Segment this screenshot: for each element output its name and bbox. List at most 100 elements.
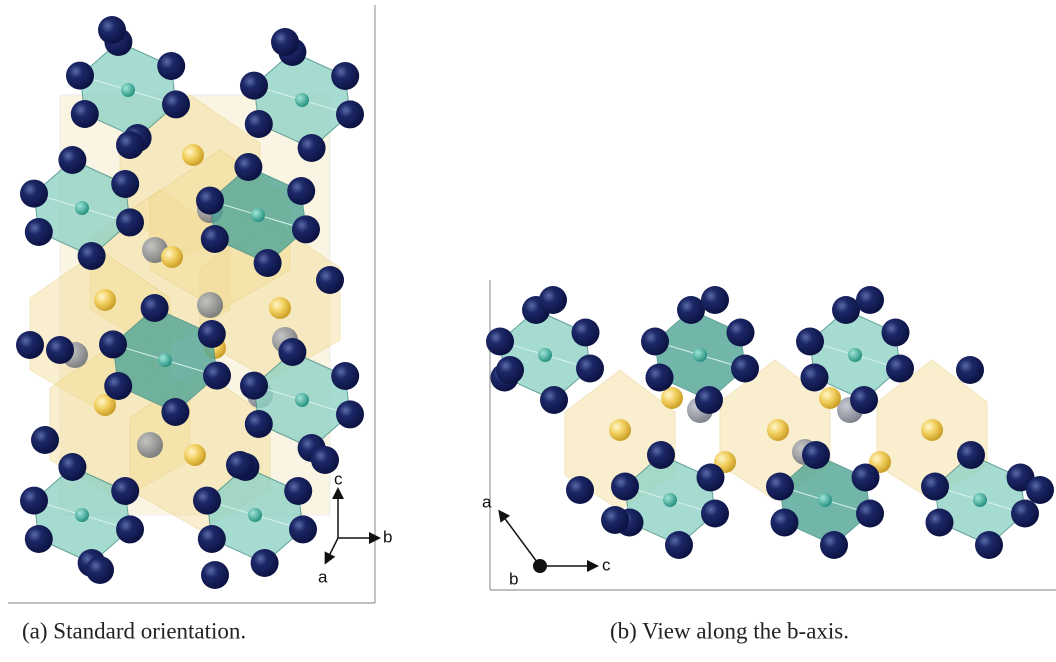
atom bbox=[193, 487, 221, 515]
atom bbox=[203, 362, 231, 390]
atom bbox=[882, 319, 910, 347]
crystal-structure bbox=[486, 286, 1054, 559]
atom bbox=[66, 62, 94, 90]
atom bbox=[78, 242, 106, 270]
atom bbox=[832, 296, 860, 324]
atom bbox=[137, 432, 163, 458]
atom bbox=[766, 473, 794, 501]
atom bbox=[161, 398, 189, 426]
atom bbox=[251, 208, 265, 222]
atom bbox=[566, 476, 594, 504]
atom bbox=[198, 320, 226, 348]
atom bbox=[848, 348, 862, 362]
atom bbox=[248, 508, 262, 522]
atom bbox=[245, 110, 273, 138]
atom bbox=[271, 28, 299, 56]
atom bbox=[538, 348, 552, 362]
atom bbox=[254, 249, 282, 277]
atom bbox=[647, 441, 675, 469]
atom bbox=[201, 225, 229, 253]
atom bbox=[99, 330, 127, 358]
atom bbox=[856, 500, 884, 528]
axis-label: a bbox=[318, 567, 328, 586]
atom bbox=[58, 146, 86, 174]
axis-label: c bbox=[334, 469, 343, 488]
axis-label: b bbox=[383, 527, 392, 546]
atom bbox=[198, 525, 226, 553]
atom bbox=[646, 364, 674, 392]
atom bbox=[240, 72, 268, 100]
atom bbox=[856, 286, 884, 314]
page: {"figures": [ {"caption": "(a) Standard … bbox=[0, 0, 1056, 662]
atom bbox=[25, 525, 53, 553]
atom bbox=[695, 386, 723, 414]
atom bbox=[727, 319, 755, 347]
atom bbox=[819, 387, 841, 409]
atom bbox=[665, 531, 693, 559]
atom bbox=[677, 296, 705, 324]
atom bbox=[141, 294, 169, 322]
atom bbox=[121, 83, 135, 97]
atom bbox=[572, 319, 600, 347]
atom bbox=[86, 556, 114, 584]
atom bbox=[496, 356, 524, 384]
atom bbox=[75, 201, 89, 215]
atom bbox=[1011, 500, 1039, 528]
atom bbox=[104, 372, 132, 400]
atom bbox=[111, 170, 139, 198]
atom bbox=[852, 464, 880, 492]
atom bbox=[162, 90, 190, 118]
atom bbox=[158, 353, 172, 367]
atom bbox=[184, 444, 206, 466]
figure: c b a (a) Standard orientation. a b c (b… bbox=[0, 0, 1056, 662]
crystal-structure bbox=[16, 16, 364, 589]
atom bbox=[31, 426, 59, 454]
atom bbox=[701, 500, 729, 528]
atom bbox=[601, 506, 629, 534]
atom bbox=[16, 331, 44, 359]
atom bbox=[767, 419, 789, 441]
caption: (b) View along the b-axis. bbox=[610, 618, 849, 643]
atom bbox=[234, 153, 262, 181]
atom bbox=[269, 297, 291, 319]
atom bbox=[196, 187, 224, 215]
atom bbox=[957, 441, 985, 469]
atom bbox=[298, 134, 326, 162]
atom bbox=[486, 328, 514, 356]
atom bbox=[111, 477, 139, 505]
panel-b: a b c (b) View along the b-axis. bbox=[482, 280, 1056, 643]
panel-a: c b a (a) Standard orientation. bbox=[8, 5, 392, 643]
atom bbox=[46, 336, 74, 364]
atom bbox=[295, 93, 309, 107]
atom bbox=[116, 131, 144, 159]
atom bbox=[973, 493, 987, 507]
atom bbox=[801, 364, 829, 392]
atom bbox=[278, 338, 306, 366]
atom bbox=[197, 292, 223, 318]
atom bbox=[796, 328, 824, 356]
axis-origin bbox=[533, 559, 547, 573]
axis-label: b bbox=[509, 569, 518, 588]
atom bbox=[71, 100, 99, 128]
atom bbox=[663, 493, 677, 507]
atom bbox=[292, 215, 320, 243]
atom bbox=[284, 477, 312, 505]
atom bbox=[975, 531, 1003, 559]
atom bbox=[576, 355, 604, 383]
atom bbox=[731, 355, 759, 383]
atom bbox=[539, 286, 567, 314]
atom bbox=[820, 531, 848, 559]
atom bbox=[611, 473, 639, 501]
atom bbox=[802, 441, 830, 469]
atom bbox=[331, 62, 359, 90]
atom bbox=[850, 386, 878, 414]
atom bbox=[289, 515, 317, 543]
atom bbox=[201, 561, 229, 589]
atom bbox=[956, 356, 984, 384]
atom bbox=[641, 328, 669, 356]
atom bbox=[20, 180, 48, 208]
atom bbox=[693, 348, 707, 362]
atom bbox=[75, 508, 89, 522]
atom bbox=[20, 487, 48, 515]
atom bbox=[818, 493, 832, 507]
